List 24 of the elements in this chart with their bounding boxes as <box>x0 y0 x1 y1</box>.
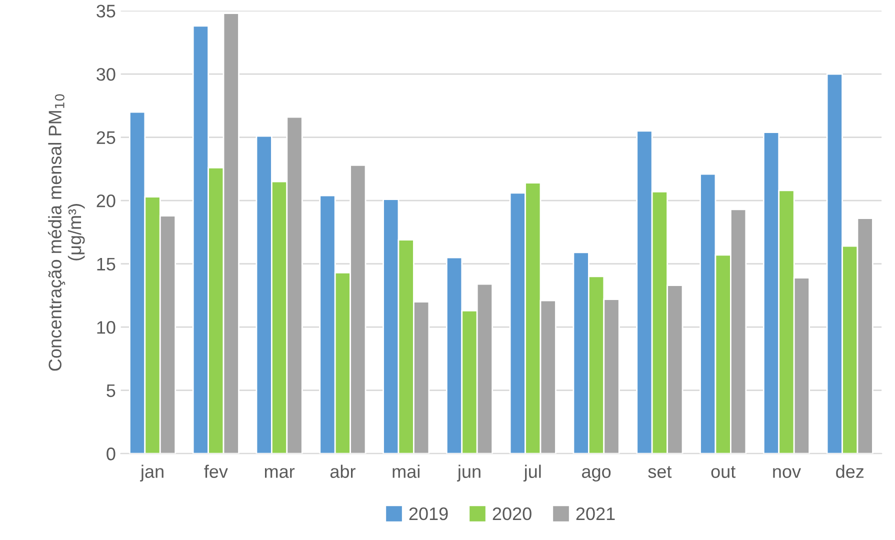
text: Concentração média mensal PM$_{10}$ (μg/m³) <box>48 94 85 371</box>
y-tick-label: 0 <box>106 448 116 460</box>
x-tick-label: jul <box>523 464 541 482</box>
y-tick-label: 10 <box>97 321 116 334</box>
x-tick-label: set <box>648 466 672 478</box>
y-tick-label: 20 <box>96 194 116 208</box>
x-tick-label: mai <box>392 464 420 478</box>
x-tick-label: fev <box>204 464 228 478</box>
x-tick-label: ago <box>582 468 611 482</box>
x-tick-label: nov <box>773 468 801 478</box>
y-tick-label: 25 <box>96 131 116 144</box>
x-tick-label: mar <box>264 468 295 478</box>
legend-label: 2021 <box>576 507 615 520</box>
y-tick-label: 35 <box>96 4 116 18</box>
y-tick-label: 15 <box>97 258 116 271</box>
x-tick-label: jun <box>457 464 480 482</box>
y-tick-label: 5 <box>106 384 116 398</box>
legend-label: 2020 <box>492 507 532 520</box>
x-tick-label: dez <box>836 464 864 478</box>
x-tick-label: out <box>711 466 736 478</box>
x-tick-label: abr <box>330 464 356 478</box>
y-tick-label: 30 <box>96 68 116 81</box>
legend-label: 2019 <box>409 507 448 520</box>
x-tick-label: jan <box>140 464 164 482</box>
